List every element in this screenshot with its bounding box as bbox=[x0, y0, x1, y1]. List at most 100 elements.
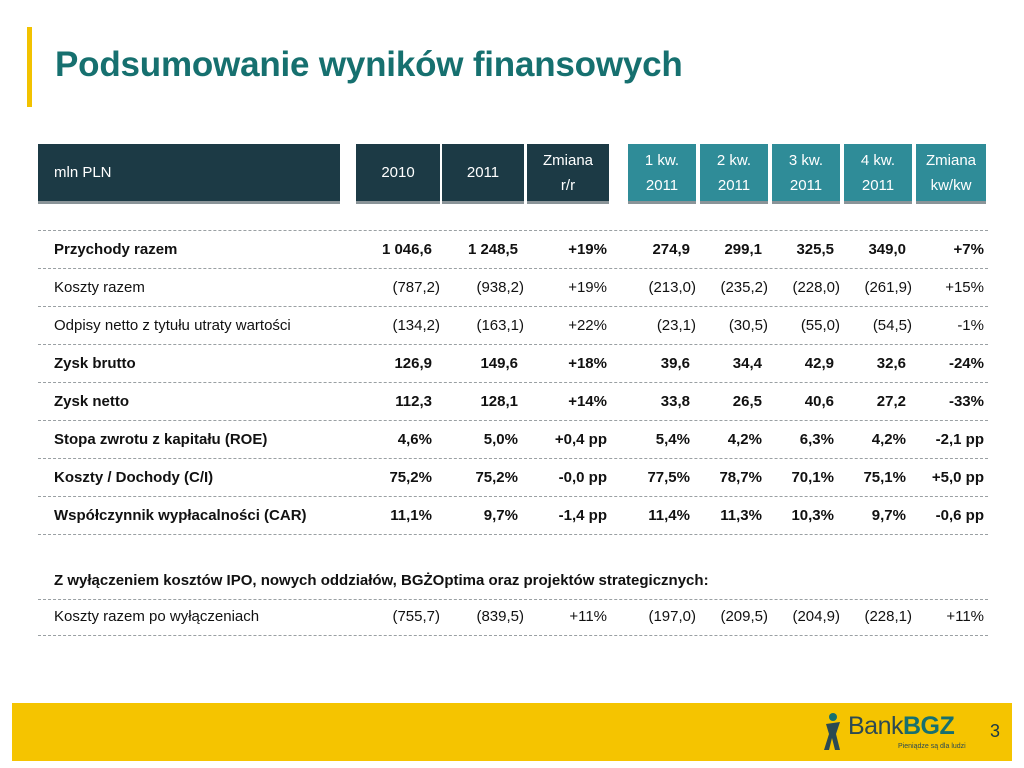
table-row-revenue: Przychody razem 1 046,6 1 248,5 +19% 274… bbox=[38, 231, 988, 269]
row-divider bbox=[38, 420, 988, 421]
header-change-qoq-line1: Zmiana bbox=[925, 151, 977, 169]
cell-change-yoy: +0,4 pp bbox=[554, 431, 607, 448]
table-row-car: Współczynnik wypłacalności (CAR) 11,1% 9… bbox=[38, 497, 988, 535]
cell-q1: 77,5% bbox=[647, 469, 690, 486]
header-2010-cell: 2010 bbox=[356, 144, 440, 204]
page-number: 3 bbox=[989, 721, 1000, 741]
cell-q3: (204,9) bbox=[792, 608, 840, 625]
header-change-qoq-cell: Zmiana kw/kw bbox=[916, 144, 986, 204]
person-figure-icon bbox=[824, 713, 840, 750]
header-q4-cell: 4 kw. 2011 bbox=[844, 144, 912, 204]
cell-change-qoq: +7% bbox=[953, 241, 984, 258]
cell-q3: 70,1% bbox=[791, 469, 834, 486]
cell-q2: 34,4 bbox=[732, 355, 762, 372]
cell-q4: 9,7% bbox=[871, 507, 906, 524]
cell-q2: (209,5) bbox=[720, 608, 768, 625]
cell-q3: 6,3% bbox=[799, 431, 834, 448]
cell-q1: (23,1) bbox=[656, 317, 696, 334]
cell-q1: 274,9 bbox=[652, 241, 690, 258]
row-label: Przychody razem bbox=[54, 241, 178, 258]
logo-tagline: Pieniądze są dla ludzi bbox=[898, 743, 966, 750]
table-row-cost-income: Koszty / Dochody (C/I) 75,2% 75,2% -0,0 … bbox=[38, 459, 988, 497]
cell-change-qoq: +11% bbox=[946, 608, 984, 625]
row-divider bbox=[38, 382, 988, 383]
header-change-yoy-line2: r/r bbox=[560, 176, 576, 194]
header-2011-label: 2011 bbox=[466, 164, 500, 181]
header-q2-cell: 2 kw. 2011 bbox=[700, 144, 768, 204]
cell-change-yoy: +11% bbox=[569, 608, 607, 625]
header-2011-cell: 2011 bbox=[442, 144, 524, 204]
header-q1-line2: 2011 bbox=[645, 176, 679, 194]
row-divider bbox=[38, 534, 988, 535]
cell-change-qoq: -2,1 pp bbox=[935, 431, 984, 448]
cell-q2: (235,2) bbox=[720, 279, 768, 296]
cell-change-yoy: +22% bbox=[568, 317, 607, 334]
row-divider bbox=[38, 344, 988, 345]
cell-q1: (213,0) bbox=[648, 279, 696, 296]
header-q1-line1: 1 kw. bbox=[644, 151, 680, 169]
cell-q4: (228,1) bbox=[864, 608, 912, 625]
cell-q3: 10,3% bbox=[791, 507, 834, 524]
cell-2011: 149,6 bbox=[480, 355, 518, 372]
cell-2011: (839,5) bbox=[476, 608, 524, 625]
cell-2011: (163,1) bbox=[476, 317, 524, 334]
cell-2011: 9,7% bbox=[483, 507, 518, 524]
header-unit-label: mln PLN bbox=[54, 164, 112, 181]
table-top-divider bbox=[38, 230, 988, 231]
bank-logo: BankBGZ Pieniądze są dla ludzi bbox=[818, 708, 978, 756]
cell-q4: (54,5) bbox=[872, 317, 912, 334]
header-q2-line1: 2 kw. bbox=[716, 151, 752, 169]
row-divider bbox=[38, 268, 988, 269]
exclusion-heading: Z wyłączeniem kosztów IPO, nowych oddzia… bbox=[54, 572, 709, 589]
cell-q1: 5,4% bbox=[655, 431, 690, 448]
cell-change-qoq: -0,6 pp bbox=[935, 507, 984, 524]
footer-bar: BankBGZ Pieniądze są dla ludzi 3 bbox=[12, 703, 1012, 761]
logo-wordmark: BankBGZ bbox=[848, 712, 955, 740]
cell-q1: 39,6 bbox=[660, 355, 690, 372]
table-row-impairment: Odpisy netto z tytułu utraty wartości (1… bbox=[38, 307, 988, 345]
cell-q3: (55,0) bbox=[800, 317, 840, 334]
cell-2010: (787,2) bbox=[392, 279, 440, 296]
row-label: Współczynnik wypłacalności (CAR) bbox=[54, 507, 307, 524]
header-q2-line2: 2011 bbox=[717, 176, 751, 194]
row-divider bbox=[38, 306, 988, 307]
table-row-costs-adjusted: Koszty razem po wyłączeniach (755,7) (83… bbox=[38, 598, 988, 636]
table-row-costs: Koszty razem (787,2) (938,2) +19% (213,0… bbox=[38, 269, 988, 307]
cell-change-qoq: +5,0 pp bbox=[931, 469, 984, 486]
cell-q2: 26,5 bbox=[732, 393, 762, 410]
header-q3-line1: 3 kw. bbox=[788, 151, 824, 169]
cell-q1: 11,4% bbox=[648, 507, 690, 524]
cell-2010: (134,2) bbox=[392, 317, 440, 334]
cell-change-yoy: -0,0 pp bbox=[558, 469, 607, 486]
cell-change-yoy: +19% bbox=[568, 279, 607, 296]
table-row-roe: Stopa zwrotu z kapitału (ROE) 4,6% 5,0% … bbox=[38, 421, 988, 459]
cell-q4: 32,6 bbox=[876, 355, 906, 372]
cell-2011: 75,2% bbox=[475, 469, 518, 486]
cell-change-yoy: +19% bbox=[568, 241, 607, 258]
header-change-yoy-cell: Zmiana r/r bbox=[527, 144, 609, 204]
cell-2011: 5,0% bbox=[483, 431, 518, 448]
header-q1-cell: 1 kw. 2011 bbox=[628, 144, 696, 204]
cell-q3: 325,5 bbox=[796, 241, 834, 258]
cell-2010: 4,6% bbox=[397, 431, 432, 448]
title-accent-bar bbox=[27, 27, 32, 107]
cell-2010: 126,9 bbox=[394, 355, 432, 372]
header-change-yoy-line1: Zmiana bbox=[542, 151, 594, 169]
header-q3-cell: 3 kw. 2011 bbox=[772, 144, 840, 204]
cell-q1: 33,8 bbox=[660, 393, 690, 410]
row-label: Zysk netto bbox=[54, 393, 130, 410]
row-label: Koszty razem po wyłączeniach bbox=[54, 608, 260, 625]
cell-2011: 1 248,5 bbox=[467, 241, 518, 258]
cell-2010: (755,7) bbox=[392, 608, 440, 625]
row-divider bbox=[38, 635, 988, 636]
header-q4-line1: 4 kw. bbox=[860, 151, 896, 169]
cell-change-qoq: -1% bbox=[957, 317, 984, 334]
cell-2011: 128,1 bbox=[480, 393, 518, 410]
cell-2011: (938,2) bbox=[476, 279, 524, 296]
row-label: Zysk brutto bbox=[54, 355, 136, 372]
cell-change-yoy: -1,4 pp bbox=[558, 507, 607, 524]
cell-change-qoq: -24% bbox=[948, 355, 984, 372]
cell-change-qoq: +15% bbox=[945, 279, 984, 296]
cell-q4: (261,9) bbox=[864, 279, 912, 296]
header-q3-line2: 2011 bbox=[789, 176, 823, 194]
